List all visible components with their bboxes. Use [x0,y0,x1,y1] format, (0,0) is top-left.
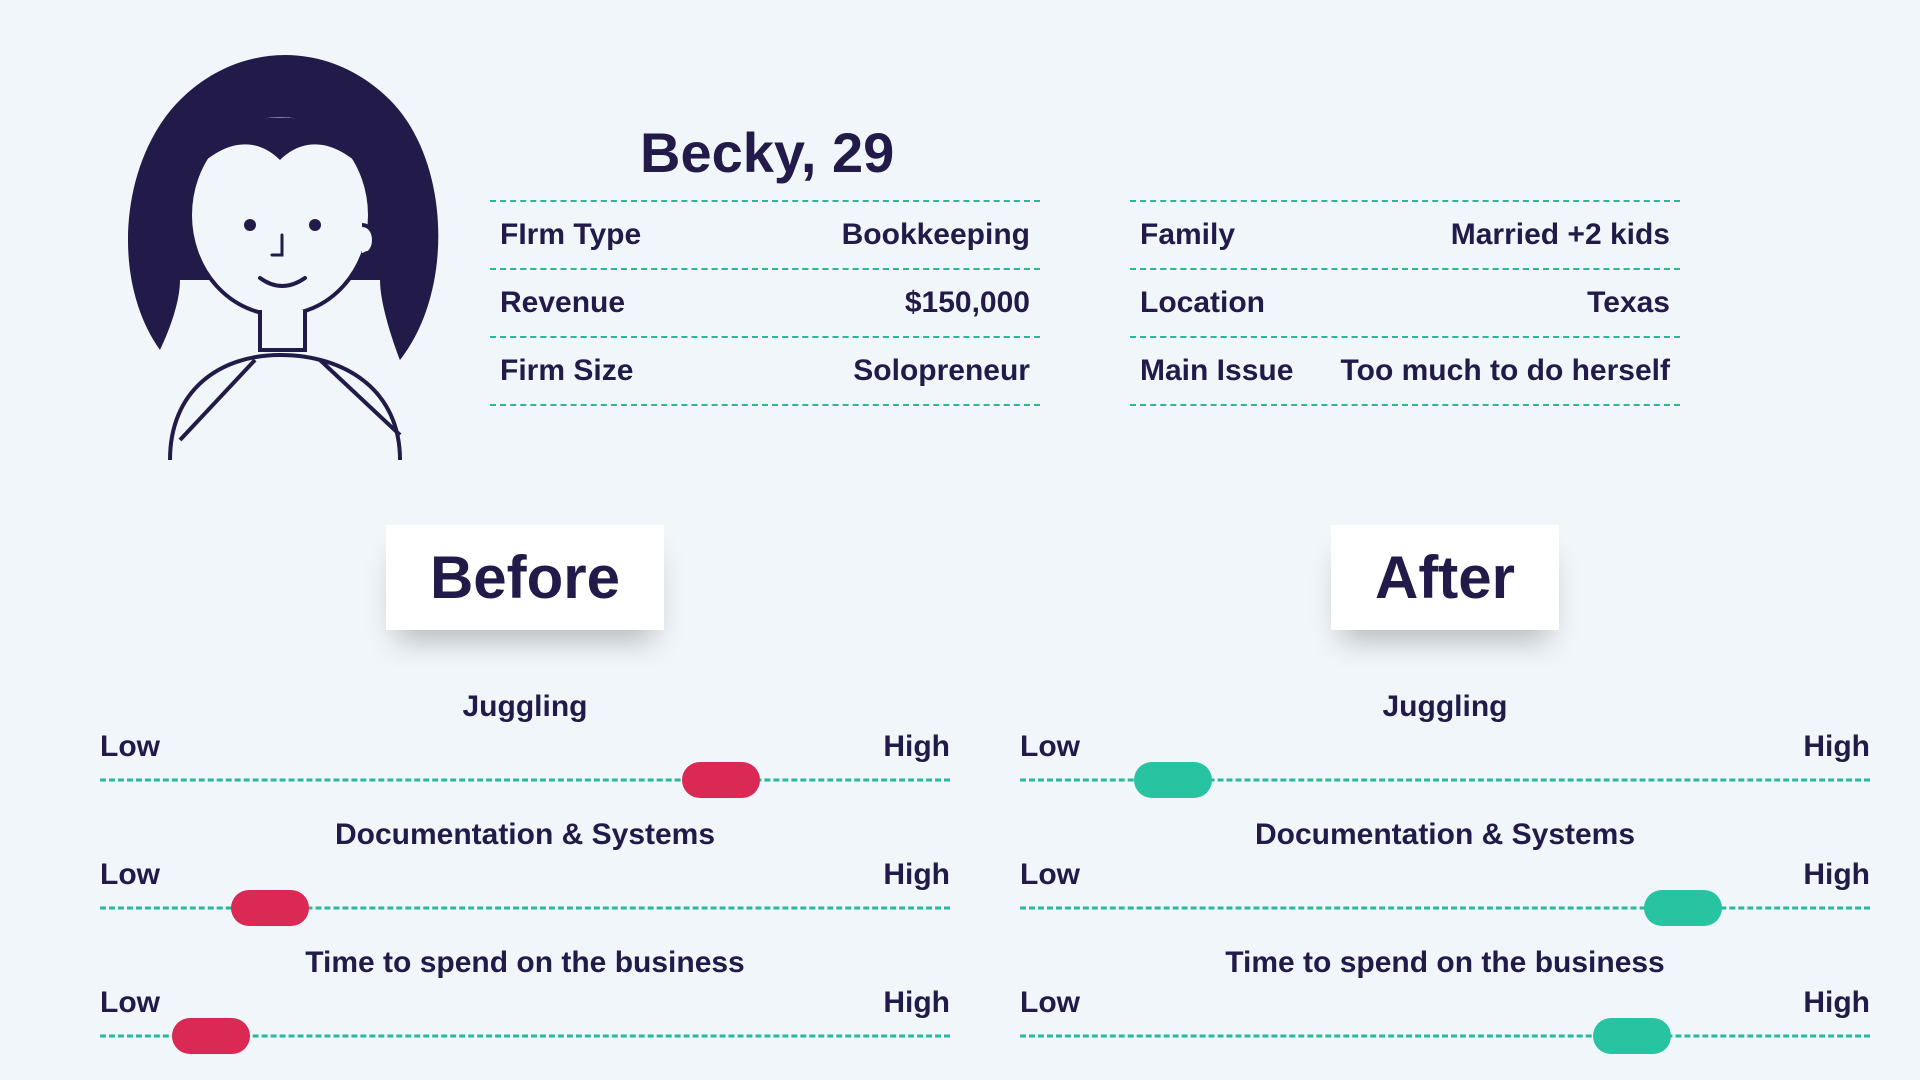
metric-endpoints: Low High [1020,730,1870,764]
after-title: After [1331,525,1559,630]
slider-pill [1134,762,1212,798]
metric-endpoints: Low High [100,730,950,764]
slider-pill [1644,890,1722,926]
metric: Documentation & Systems Low High [1020,818,1870,918]
track-line [100,779,950,782]
persona-card: Becky, 29 FIrm Type Bookkeeping Revenue … [0,0,1920,1080]
avatar-illustration [100,40,450,460]
slider-track [100,898,950,918]
slider-track [100,770,950,790]
low-label: Low [1020,986,1080,1020]
persona-title: Becky, 29 [640,120,894,185]
after-title-wrap: After [1020,525,1870,630]
avatar [100,40,450,460]
high-label: High [1803,986,1870,1020]
metric-endpoints: Low High [1020,986,1870,1020]
attr-value: Too much to do herself [1341,354,1670,388]
slider-pill [172,1018,250,1054]
attr-row: Firm Size Solopreneur [490,336,1040,406]
metric-name: Time to spend on the business [1020,946,1870,980]
metric: Time to spend on the business Low High [100,946,950,1046]
track-line [1020,907,1870,910]
attr-row: Main Issue Too much to do herself [1130,336,1680,406]
high-label: High [883,986,950,1020]
info-column-right: Family Married +2 kids Location Texas Ma… [1130,200,1680,404]
high-label: High [1803,858,1870,892]
metric-endpoints: Low High [1020,858,1870,892]
slider-pill [682,762,760,798]
attr-row: Revenue $150,000 [490,268,1040,338]
attr-label: Location [1140,286,1265,320]
attr-label: Main Issue [1140,354,1293,388]
attr-label: FIrm Type [500,218,641,252]
before-title: Before [386,525,664,630]
high-label: High [883,858,950,892]
slider-track [1020,1026,1870,1046]
slider-track [1020,898,1870,918]
metric-name: Time to spend on the business [100,946,950,980]
metric: Documentation & Systems Low High [100,818,950,918]
low-label: Low [100,858,160,892]
attr-row: Location Texas [1130,268,1680,338]
metric-name: Documentation & Systems [1020,818,1870,852]
attr-value: Solopreneur [853,354,1030,388]
slider-pill [1593,1018,1671,1054]
attr-value: Bookkeeping [842,218,1030,252]
track-line [100,907,950,910]
metric: Juggling Low High [1020,690,1870,790]
low-label: Low [1020,730,1080,764]
before-section: Before Juggling Low High Documentation &… [100,525,950,1074]
low-label: Low [100,730,160,764]
low-label: Low [100,986,160,1020]
metric-name: Documentation & Systems [100,818,950,852]
attr-value: Married +2 kids [1451,218,1670,252]
low-label: Low [1020,858,1080,892]
metric: Juggling Low High [100,690,950,790]
attr-row: FIrm Type Bookkeeping [490,200,1040,270]
before-title-wrap: Before [100,525,950,630]
high-label: High [1803,730,1870,764]
attr-row: Family Married +2 kids [1130,200,1680,270]
attr-label: Family [1140,218,1235,252]
slider-pill [231,890,309,926]
attr-value: Texas [1587,286,1670,320]
attr-label: Revenue [500,286,625,320]
high-label: High [883,730,950,764]
metric-endpoints: Low High [100,858,950,892]
track-line [1020,1035,1870,1038]
metric-endpoints: Low High [100,986,950,1020]
attr-value: $150,000 [905,286,1030,320]
metric: Time to spend on the business Low High [1020,946,1870,1046]
info-column-left: FIrm Type Bookkeeping Revenue $150,000 F… [490,200,1040,404]
attr-label: Firm Size [500,354,633,388]
metric-name: Juggling [1020,690,1870,724]
slider-track [100,1026,950,1046]
metric-name: Juggling [100,690,950,724]
after-section: After Juggling Low High Documentation & … [1020,525,1870,1074]
slider-track [1020,770,1870,790]
